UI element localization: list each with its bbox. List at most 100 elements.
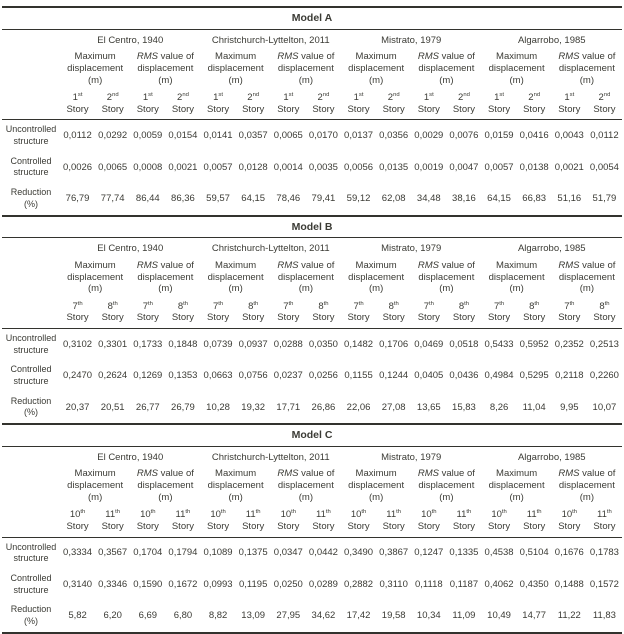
value-cell: 6,69 [138,610,158,622]
story-ordinal-suffix: th [148,300,153,307]
value-cell: 26,86 [311,401,336,413]
value-cell: 11,22 [557,610,581,622]
story-word: Story [487,312,511,324]
story-ordinal-suffix: st [148,92,153,99]
value-cell: 64,15 [241,193,266,205]
measure-unit: (m) [369,74,384,86]
value-cell: 0,0035 [308,161,338,173]
story-header: 2nd Story [305,88,341,121]
value-cell: 0,0159 [484,130,514,142]
rms-displacement-header: RMS value of displacement (m) [130,465,200,505]
story-ordinal-suffix: th [466,509,472,516]
story-header: 11th Story [446,505,482,538]
row-label-line1: Reduction [10,395,52,406]
story-header-row: 7th Story 8th Story 7th Story 8th Story 7th Story… [2,296,622,329]
measure-mid: displacement [418,62,475,74]
value-cell: 0,1704 [133,547,163,559]
story-ordinal-suffix: th [358,300,364,307]
measure-top-italic: RMS [136,51,158,63]
story-number: 10 [69,509,81,521]
story-word: Story [171,103,195,115]
row-label-line1: Reduction [10,187,52,198]
value-cell: 0,0026 [63,161,93,173]
value-cell: 0,2470 [63,370,93,382]
value-cell: 0,0138 [519,161,549,173]
value-cell: 0,1783 [589,547,619,559]
story-ordinal-suffix: nd [182,92,189,99]
story-ordinal-suffix: st [358,92,364,99]
value-cell: 0,1244 [379,370,409,382]
value-cell: 13,65 [416,401,441,413]
story-ordinal-suffix: th [218,300,224,307]
story-header: 1st Story [551,88,587,121]
story-header: 11th Story [586,505,622,538]
story-ordinal-suffix: nd [533,92,541,99]
value-cell: 0,5104 [519,547,549,559]
story-word: Story [417,103,440,115]
story-number: 10 [210,509,221,521]
story-number: 7 [142,300,148,312]
story-ordinal-suffix: th [185,509,191,516]
story-word: Story [136,312,159,324]
story-number: 2 [177,92,183,104]
story-ordinal-suffix: th [501,509,507,516]
section-title: Model A [2,5,622,30]
value-cell: 11,83 [592,610,616,622]
story-word: Story [382,103,405,115]
value-cell: 0,0436 [449,370,479,382]
measure-mid: displacement [558,271,615,283]
measure-unit: (m) [509,491,524,503]
row-label: Reduction (%) [2,600,60,632]
measure-mid: displacement [207,62,264,74]
story-word: Story [242,520,265,532]
story-header: 8th Story [235,296,271,329]
story-number: 8 [529,300,535,312]
story-word: Story [136,520,159,532]
story-header-row: 10th Story 11th Story 10th Story 11th Story 10th… [2,505,622,538]
story-header: 10th Story [481,505,517,538]
measure-mid: displacement [137,271,194,283]
value-cell: 0,0405 [414,370,444,382]
section-title-row: Model A [2,5,622,30]
value-cell: 62,08 [381,193,406,205]
value-cell: 86,44 [135,193,160,205]
max-displacement-header: Maximum displacement (m) [482,257,552,297]
story-header: 8th Story [165,296,201,329]
story-header: 10th Story [60,505,96,538]
story-word: Story [206,520,230,532]
value-cell: 0,0756 [238,370,268,382]
model-table-1: Model A El Centro, 1940 Christchurch-Lytte… [2,5,622,215]
row-label-line1: Controlled [10,572,52,583]
measure-top-rest: Maximum [496,468,538,480]
story-ordinal-suffix: nd [603,92,611,99]
story-header: 7th Story [130,296,166,329]
story-word: Story [347,103,370,115]
story-header: 8th Story [95,296,131,329]
row-label: Uncontrolled structure [2,120,60,152]
measure-top-italic: RMS [277,51,299,63]
max-displacement-header: Maximum displacement (m) [341,465,411,505]
story-ordinal-suffix: st [218,92,223,99]
story-number: 7 [72,300,78,312]
story-number: 10 [491,509,502,521]
story-ordinal-suffix: nd [393,92,400,99]
measure-header-row: Maximum displacement (m) RMS value of displa… [2,465,622,505]
max-displacement-header: Maximum displacement (m) [201,465,271,505]
row-label-line2: structure [13,167,49,178]
measure-top-italic: RMS [417,259,439,271]
value-cell: 0,0154 [168,130,198,142]
value-cell: 0,1118 [414,578,443,590]
measure-top-italic: RMS [558,259,580,271]
measure-unit: (m) [439,491,454,503]
measure-unit: (m) [298,491,313,503]
value-cell: 19,58 [381,610,406,622]
value-cell: 0,0739 [203,338,233,350]
story-header: 11th Story [376,505,412,538]
measure-top-italic: RMS [277,259,299,271]
value-cell: 0,0019 [414,161,444,173]
story-word: Story [66,520,89,532]
row-label: Uncontrolled structure [2,328,60,360]
measure-mid: displacement [558,480,615,492]
story-number: 11 [386,509,397,521]
measure-unit: (m) [88,283,103,295]
